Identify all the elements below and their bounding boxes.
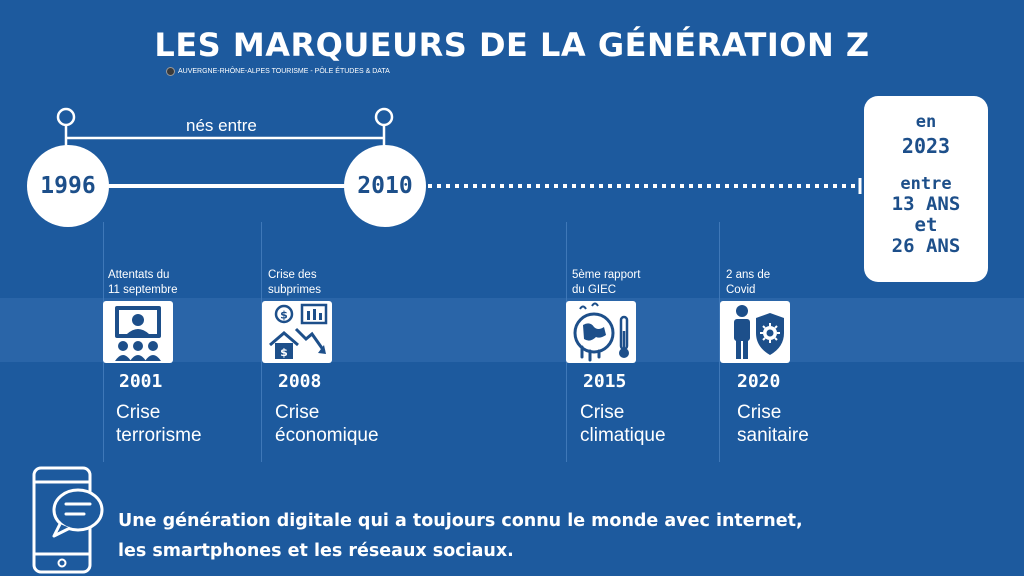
divider-line	[719, 222, 720, 462]
logo-icon	[166, 67, 175, 76]
event-year: 2015	[583, 371, 627, 392]
pin-left-icon	[56, 107, 76, 127]
event-year: 2020	[737, 371, 781, 392]
year-end-circle: 2010	[344, 145, 426, 227]
event-crisis: Crise sanitaire	[737, 402, 809, 446]
event-year: 2001	[119, 371, 163, 392]
svg-text:$: $	[280, 309, 288, 322]
age-year: 2023	[901, 134, 951, 158]
tv-anchor-audience-icon	[103, 301, 173, 363]
year-start-circle: 1996	[27, 145, 109, 227]
event-label: 5ème rapport du GIEC	[572, 269, 641, 296]
finance-decline-icon: $ $	[262, 301, 332, 363]
pin-right-icon	[374, 107, 394, 127]
age-min: 13 ANS	[891, 193, 961, 215]
event-label: 2 ans de Covid	[726, 269, 771, 296]
event-year: 2008	[278, 371, 322, 392]
age-box: en 2023 entre 13 ANS et 26 ANS	[864, 96, 988, 282]
born-between-label: nés entre	[186, 116, 257, 135]
event-crisis: Crise économique	[275, 402, 379, 446]
age-en: en	[915, 112, 937, 132]
svg-text:$: $	[280, 346, 288, 359]
credit: AUVERGNE-RHÔNE-ALPES TOURISME - PÔLE ÉTU…	[166, 67, 390, 76]
age-entre: entre	[900, 174, 952, 194]
age-et: et	[914, 214, 938, 236]
page-title: LES MARQUEURS DE LA GÉNÉRATION Z	[154, 26, 870, 64]
event-label: Attentats du 11 septembre	[108, 269, 178, 296]
event-crisis: Crise terrorisme	[116, 402, 202, 446]
credit-text: AUVERGNE-RHÔNE-ALPES TOURISME - PÔLE ÉTU…	[178, 68, 390, 75]
melting-earth-thermometer-icon	[566, 301, 636, 363]
divider-line	[261, 222, 262, 462]
event-label: Crise des subprimes	[268, 269, 322, 296]
person-virus-shield-icon	[720, 301, 790, 363]
event-crisis: Crise climatique	[580, 402, 666, 446]
age-max: 26 ANS	[891, 235, 961, 257]
smartphone-chat-icon	[32, 466, 104, 574]
bottom-message: Une génération digitale qui a toujours c…	[118, 511, 803, 561]
